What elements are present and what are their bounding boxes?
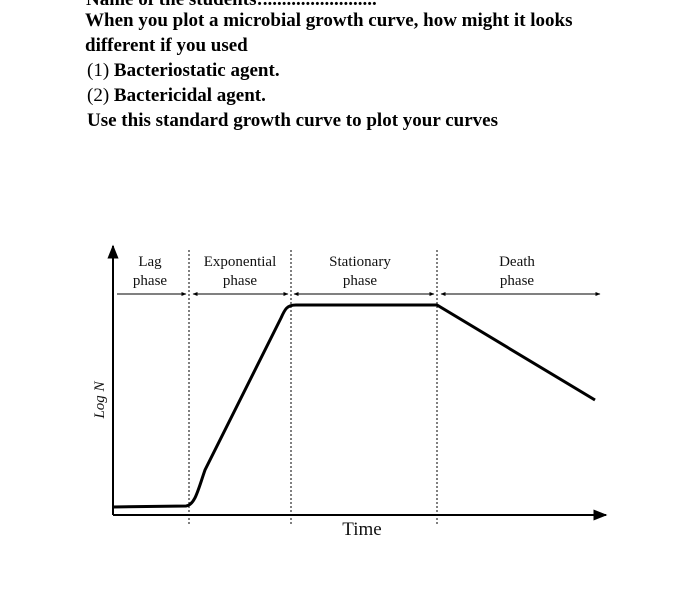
- growth-curve: [112, 303, 596, 509]
- item-number: (2): [87, 85, 109, 106]
- phase-label: Death: [499, 254, 535, 270]
- phase-label: Lag: [138, 254, 162, 270]
- question-line: When you plot a microbial growth curve, …: [85, 10, 573, 31]
- instruction: Use this standard growth curve to plot y…: [87, 110, 498, 131]
- phase-label: phase: [133, 273, 167, 289]
- phase-label: Stationary: [329, 254, 391, 270]
- question-line: different if you used: [85, 35, 248, 56]
- growth-diagram: Lag phase Exponential phase Stationary p…: [92, 244, 608, 540]
- phase-label: phase: [223, 273, 257, 289]
- phase-label: phase: [500, 273, 534, 289]
- phase-label: Exponential: [204, 254, 276, 270]
- phase-label: phase: [343, 273, 377, 289]
- item-text: Bactericidal agent.: [114, 85, 266, 106]
- cut-line: Name of the students:...................…: [86, 0, 377, 10]
- item: (1) Bacteriostatic agent.: [87, 60, 280, 81]
- item-text: Bacteriostatic agent.: [114, 60, 280, 81]
- y-axis-label: Log N: [92, 380, 108, 419]
- item: (2) Bactericidal agent.: [87, 85, 266, 106]
- x-axis-label: Time: [342, 519, 381, 540]
- item-number: (1): [87, 60, 109, 81]
